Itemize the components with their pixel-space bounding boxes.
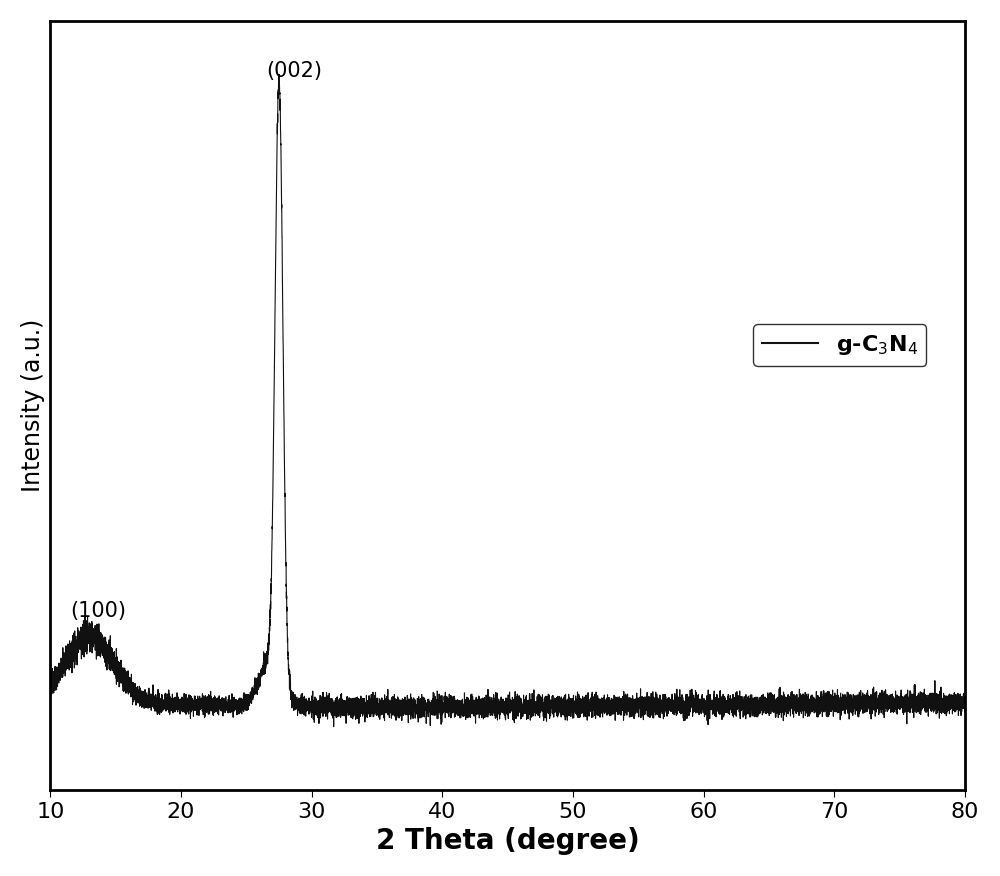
Text: (002): (002)	[267, 60, 323, 81]
Text: (100): (100)	[70, 601, 126, 621]
Legend: g-C$_3$N$_4$: g-C$_3$N$_4$	[753, 324, 926, 366]
X-axis label: 2 Theta (degree): 2 Theta (degree)	[376, 827, 640, 855]
Y-axis label: Intensity (a.u.): Intensity (a.u.)	[21, 319, 45, 492]
